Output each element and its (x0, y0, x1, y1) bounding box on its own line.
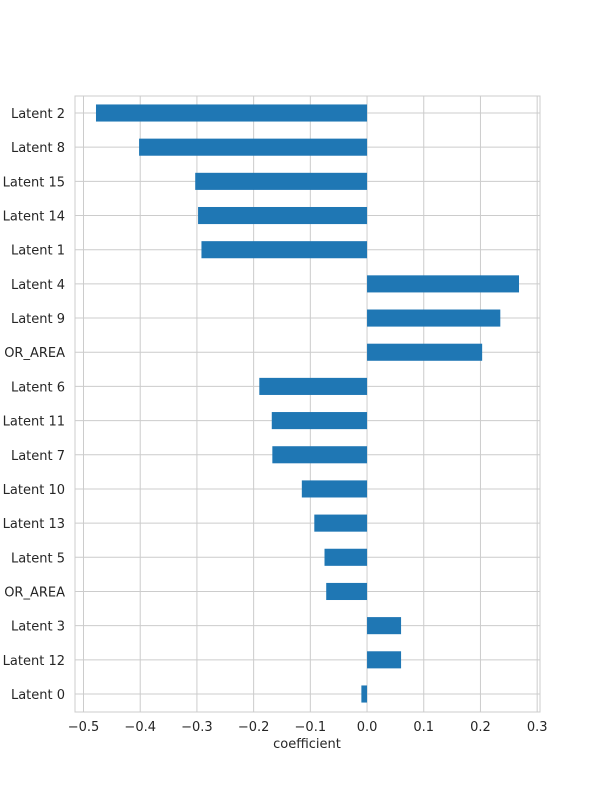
x-tick-label: −0.5 (68, 720, 100, 735)
bar (361, 685, 368, 703)
bar (314, 514, 368, 532)
y-tick-label: Latent 7 (11, 449, 65, 464)
y-tick-label: Latent 13 (3, 517, 65, 532)
y-tick-label: Latent 3 (11, 620, 65, 635)
y-tick-label: OR_AREA (4, 346, 65, 361)
y-tick-label: Latent 4 (11, 278, 65, 293)
y-tick-label: Latent 14 (3, 210, 65, 225)
bar (195, 172, 368, 190)
x-axis-label: coefficient (273, 737, 341, 752)
y-tick-label: Latent 11 (3, 415, 65, 430)
y-tick-label: Latent 10 (3, 483, 65, 498)
bar (272, 446, 368, 464)
bar (201, 241, 368, 259)
bar (367, 651, 402, 669)
y-tick-label: Latent 0 (11, 688, 65, 703)
bar (367, 617, 402, 635)
bar (301, 480, 368, 498)
bar (259, 377, 368, 395)
bar (139, 138, 368, 156)
bar (95, 104, 368, 122)
y-tick-labels: Latent 0 Latent 12 Latent 3 OR_AREA Latent 5… (3, 107, 65, 703)
y-tick-label: Latent 6 (11, 380, 65, 395)
y-tick-label: Latent 12 (3, 654, 65, 669)
x-tick-label: −0.1 (295, 720, 327, 735)
bar (367, 275, 520, 293)
bar (326, 582, 368, 601)
x-tick-label: −0.2 (238, 720, 270, 735)
x-tick-label: −0.4 (124, 720, 156, 735)
spine-layer (74, 95, 541, 713)
y-tick-label: Latent 5 (11, 551, 65, 566)
bar (198, 206, 368, 225)
y-tick-label: Latent 1 (11, 244, 65, 259)
bar (324, 548, 368, 566)
y-tick-label: Latent 15 (3, 175, 65, 190)
x-tick-label: 0.0 (357, 720, 378, 735)
x-tick-label: 0.2 (470, 720, 491, 735)
y-tick-label: Latent 2 (11, 107, 65, 122)
bar-layer (95, 104, 520, 703)
x-tick-label: 0.1 (413, 720, 434, 735)
bar (367, 343, 483, 361)
y-tick-label: Latent 9 (11, 312, 65, 327)
x-tick-label: 0.3 (527, 720, 548, 735)
x-tick-labels: −0.5 −0.4 −0.3 −0.2 −0.1 0.0 0.1 0.2 0.3 (68, 720, 548, 735)
bar (367, 309, 501, 327)
plot-frame (74, 95, 541, 713)
x-tick-label: −0.3 (181, 720, 213, 735)
y-tick-label: Latent 8 (11, 141, 65, 156)
y-tick-label: OR_AREA (4, 585, 65, 600)
bar (271, 412, 368, 430)
